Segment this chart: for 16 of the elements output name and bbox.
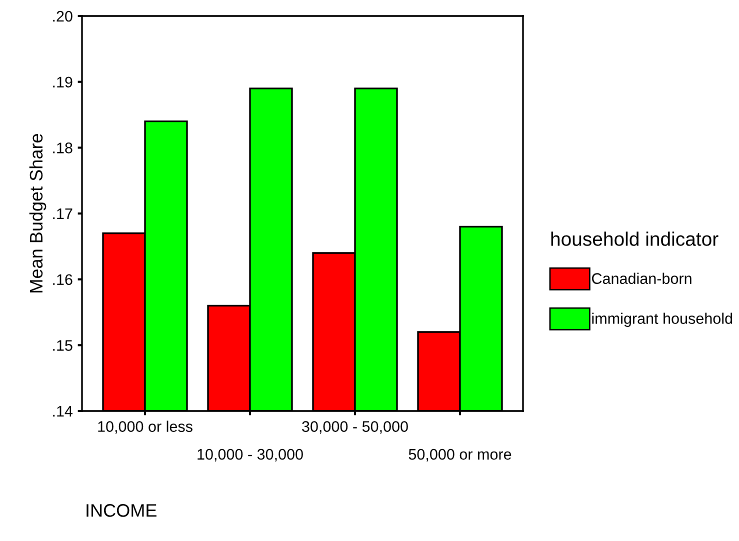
x-tick-label: 10,000 - 30,000 <box>198 448 303 462</box>
y-tick-label: .14 <box>53 406 73 417</box>
y-axis-title: Mean Budget Share <box>29 134 46 292</box>
y-tick-label: .17 <box>53 208 72 220</box>
x-tick-label: 30,000 - 50,000 <box>302 421 408 434</box>
legend-label: immigrant household <box>592 312 732 327</box>
y-tick-label: .18 <box>53 142 72 154</box>
y-tick-label: .15 <box>53 340 72 351</box>
x-tick-label: 50,000 or more <box>408 448 512 462</box>
x-tick-label: 10,000 or less <box>98 420 192 434</box>
legend-label: Canadian-born <box>592 272 692 284</box>
x-axis-title: INCOME <box>86 504 156 517</box>
legend-title: household indicator <box>551 232 718 246</box>
y-tick-label: .19 <box>53 76 72 88</box>
y-tick-label: .16 <box>53 274 72 286</box>
y-tick-label: .20 <box>53 10 72 22</box>
